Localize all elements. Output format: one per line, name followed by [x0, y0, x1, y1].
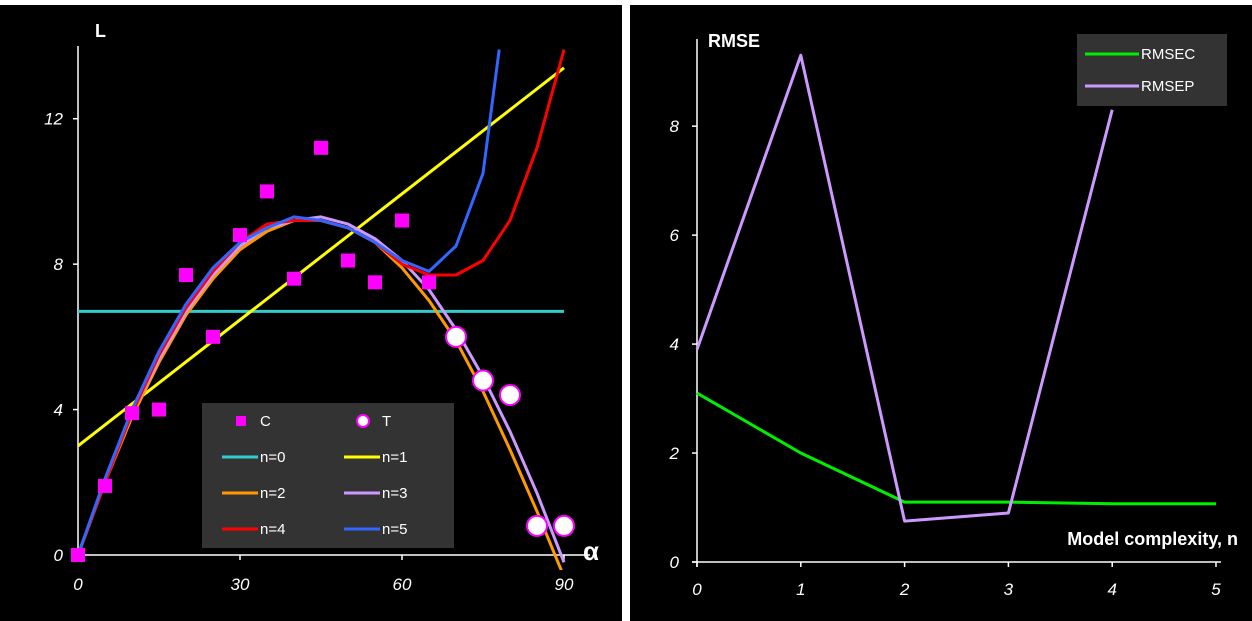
data-point-C — [98, 478, 112, 493]
rmse-chart: 0 2 4 6 8 0 1 2 3 4 5 RMSE Model complexity, n RMSEC R… — [669, 31, 1238, 599]
x-tick-label: 5 — [1211, 580, 1221, 599]
y-tick-label: 0 — [54, 546, 64, 565]
legend-label-n=4: n=4 — [260, 521, 285, 538]
series-line-n=1 — [78, 66, 565, 448]
data-point-C — [314, 140, 328, 155]
y-tick-label: 12 — [44, 110, 63, 129]
data-point-C — [368, 275, 382, 290]
legend-box — [1077, 34, 1227, 106]
legend-label-RMSEC: RMSEC — [1141, 46, 1195, 63]
data-point-T — [499, 384, 521, 407]
data-point-C — [395, 213, 409, 228]
legend-label-RMSEP: RMSEP — [1141, 78, 1194, 95]
x-tick-label: 60 — [393, 575, 412, 594]
x-tick-label: 0 — [73, 575, 83, 594]
legend-marker-T — [356, 414, 370, 428]
y-tick-label: 4 — [54, 401, 63, 420]
data-point-C — [341, 253, 355, 268]
data-point-C — [233, 228, 247, 243]
x-tick-label: 0 — [692, 580, 702, 599]
x-tick-label: 90 — [555, 575, 574, 594]
fit-curves-chart: 0 4 8 12 0 30 60 90 Lα C Tn=0 n=1 n=2 n=3 n=4 n=5 — [44, 21, 599, 594]
series-line-n=5 — [78, 49, 501, 556]
y-tick-label: 8 — [54, 255, 64, 274]
y-tick-label: 2 — [669, 444, 680, 463]
x-tick-label: 4 — [1107, 580, 1116, 599]
y-tick-label: 0 — [670, 553, 680, 572]
data-point-T — [445, 325, 467, 348]
data-point-T — [553, 514, 575, 537]
x-axis-title: Model complexity, n — [1067, 529, 1238, 549]
data-point-C — [422, 275, 436, 290]
legend-marker-C — [236, 416, 246, 426]
data-point-C — [206, 329, 220, 344]
data-point-T — [526, 514, 548, 537]
y-axis-title: RMSE — [708, 31, 760, 51]
data-point-C — [179, 268, 193, 283]
x-tick-label: 30 — [231, 575, 250, 594]
x-tick-label: 2 — [899, 580, 910, 599]
y-axis-title: L — [95, 21, 106, 41]
legend-label-n=5: n=5 — [382, 521, 407, 538]
x-tick-label: 3 — [1004, 580, 1014, 599]
legend-label-C: C — [260, 413, 271, 430]
legend-label-n=1: n=1 — [382, 449, 407, 466]
legend-box — [202, 403, 454, 548]
y-tick-label: 8 — [670, 117, 680, 136]
data-point-C — [71, 548, 85, 562]
data-point-C — [125, 406, 139, 421]
data-point-T — [472, 369, 494, 392]
legend-label-n=2: n=2 — [260, 485, 285, 502]
series-line-RMSEC — [696, 391, 1216, 506]
x-tick-label: 1 — [796, 580, 805, 599]
data-point-C — [152, 402, 166, 417]
data-point-C — [287, 271, 301, 286]
x-axis-title: α — [583, 536, 599, 566]
right-chart-panel: 0 2 4 6 8 0 1 2 3 4 5 RMSE Model complexity, n RMSEC R… — [630, 5, 1252, 621]
legend-label-n=3: n=3 — [382, 485, 407, 502]
legend-label-T: T — [382, 413, 391, 430]
y-tick-label: 4 — [670, 335, 679, 354]
series-line-RMSEP — [695, 53, 1114, 523]
y-tick-label: 6 — [670, 226, 680, 245]
legend-label-n=0: n=0 — [260, 449, 285, 466]
data-point-C — [260, 184, 274, 199]
